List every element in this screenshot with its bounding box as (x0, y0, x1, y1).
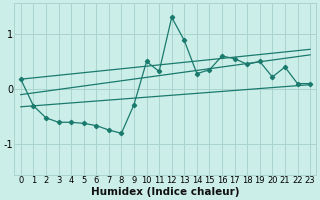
X-axis label: Humidex (Indice chaleur): Humidex (Indice chaleur) (91, 187, 240, 197)
